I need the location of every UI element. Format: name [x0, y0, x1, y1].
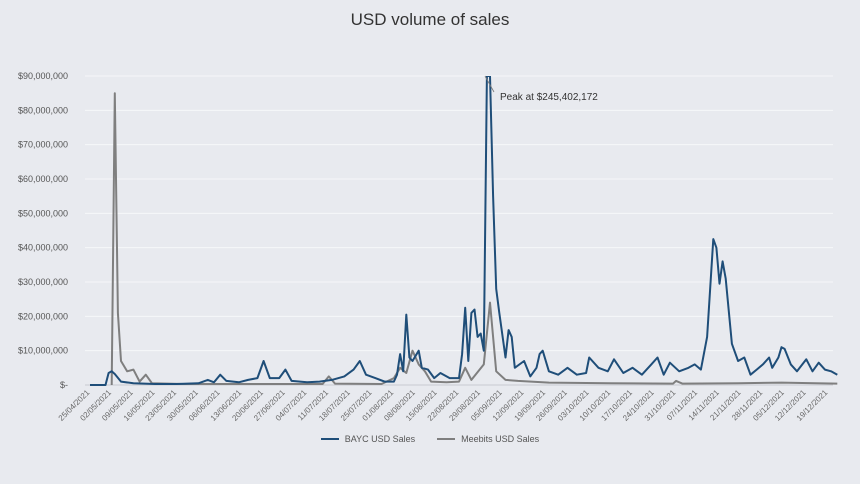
legend-swatch [320, 438, 339, 440]
y-tick-label: $60,000,000 [18, 174, 68, 184]
legend-label: BAYC USD Sales [344, 434, 416, 444]
chart-title: USD volume of sales [350, 10, 510, 29]
y-tick-label: $10,000,000 [18, 346, 68, 356]
series-line-meebits [110, 92, 838, 386]
y-tick-label: $80,000,000 [18, 105, 68, 115]
y-tick-label: $40,000,000 [18, 243, 68, 253]
peak-annotation: Peak at $245,402,172 [500, 92, 598, 103]
y-tick-label: $90,000,000 [18, 71, 68, 81]
legend-item-bayc: BAYC USD Sales [320, 434, 416, 444]
legend: BAYC USD Sales Meebits USD Sales [0, 434, 860, 444]
y-tick-label: $70,000,000 [18, 140, 68, 150]
annotation-leader-line [484, 75, 495, 93]
legend-swatch [437, 438, 456, 440]
series-line-bayc [90, 76, 838, 386]
y-tick-label: $- [60, 380, 68, 390]
y-tick-label: $30,000,000 [18, 277, 68, 287]
legend-item-meebits: Meebits USD Sales [437, 434, 539, 444]
legend-label: Meebits USD Sales [461, 434, 540, 444]
y-tick-label: $50,000,000 [18, 208, 68, 218]
y-tick-label: $20,000,000 [18, 311, 68, 321]
